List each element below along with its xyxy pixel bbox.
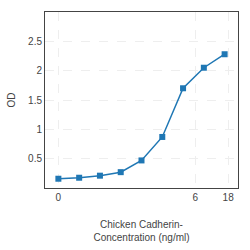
svg-text:6: 6 <box>192 192 198 203</box>
svg-text:0: 0 <box>56 192 62 203</box>
svg-text:0.5: 0.5 <box>28 153 42 164</box>
svg-text:2: 2 <box>36 65 42 76</box>
svg-text:2.5: 2.5 <box>28 36 42 47</box>
svg-text:1: 1 <box>36 124 42 135</box>
svg-text:1.5: 1.5 <box>28 95 42 106</box>
svg-text:18: 18 <box>223 192 235 203</box>
svg-text:OD: OD <box>6 93 17 108</box>
svg-text:Chicken Cadherin-Concentration: Chicken Cadherin-Concentration (ng/ml) <box>93 219 189 243</box>
